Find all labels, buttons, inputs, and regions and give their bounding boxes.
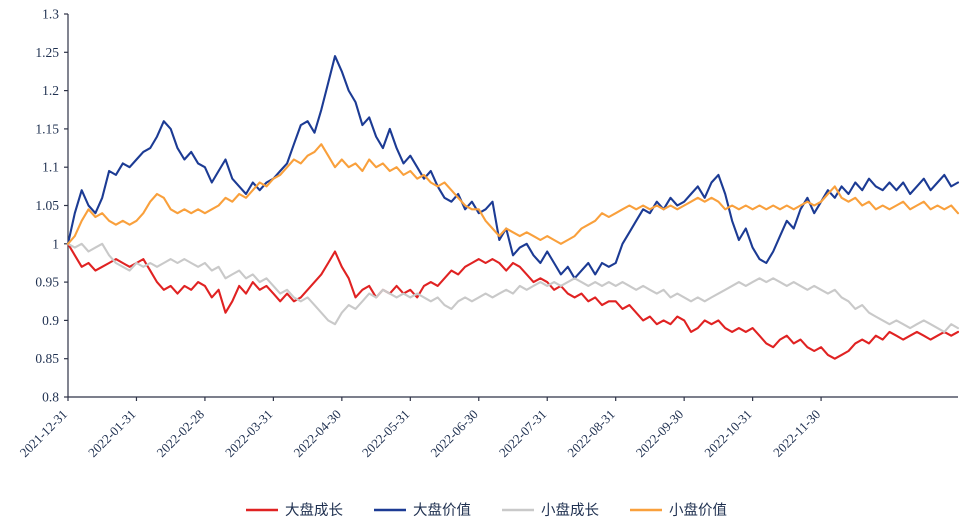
y-tick-label: 1.25 bbox=[35, 45, 59, 60]
y-tick-label: 1.3 bbox=[42, 7, 59, 22]
legend-label-0: 大盘成长 bbox=[285, 503, 343, 519]
chart-legend: 大盘成长 大盘价值 小盘成长 小盘价值 bbox=[0, 499, 972, 520]
legend-item-1: 大盘价值 bbox=[373, 499, 471, 520]
series-line-2 bbox=[66, 242, 960, 333]
x-tick-label: 2022-04-30 bbox=[290, 407, 344, 461]
x-tick-label: 2022-08-31 bbox=[564, 407, 618, 461]
x-tick-label: 2022-05-31 bbox=[359, 407, 413, 461]
x-tick-label: 2022-10-31 bbox=[701, 407, 755, 461]
legend-line-swatch-0 bbox=[246, 508, 278, 511]
x-tick-label: 2022-11-30 bbox=[770, 407, 823, 460]
legend-line-swatch-2 bbox=[502, 508, 534, 511]
y-tick-label: 1.1 bbox=[42, 160, 59, 175]
y-tick-label: 0.8 bbox=[42, 390, 59, 405]
legend-item-2: 小盘成长 bbox=[501, 499, 599, 520]
y-tick-label: 1.2 bbox=[42, 83, 59, 98]
legend-line-swatch-1 bbox=[374, 508, 406, 511]
legend-label-3: 小盘价值 bbox=[669, 503, 727, 519]
legend-label-2: 小盘成长 bbox=[541, 503, 599, 519]
y-tick-label: 1 bbox=[52, 236, 59, 251]
x-tick-label: 2022-07-31 bbox=[496, 407, 550, 461]
x-tick-label: 2022-02-28 bbox=[154, 407, 208, 461]
legend-item-0: 大盘成长 bbox=[245, 499, 343, 520]
legend-line-swatch-3 bbox=[630, 508, 662, 511]
x-tick-label: 2022-03-31 bbox=[222, 407, 276, 461]
y-tick-label: 0.95 bbox=[35, 275, 59, 290]
x-tick-label: 2022-06-30 bbox=[427, 407, 481, 461]
x-tick-label: 2022-01-31 bbox=[85, 407, 139, 461]
line-chart: 0.8 0.85 0.9 0.95 1 1.05 1.1 1.15 1.2 1.25 1.3 2021… bbox=[17, 7, 960, 461]
series-line-1 bbox=[66, 55, 960, 280]
legend-label-1: 大盘价值 bbox=[413, 503, 471, 519]
series-line-0 bbox=[66, 242, 960, 360]
y-tick-label: 1.15 bbox=[35, 121, 59, 136]
x-tick-label: 2021-12-31 bbox=[17, 407, 71, 461]
y-tick-label: 1.05 bbox=[35, 198, 59, 213]
y-tick-label: 0.9 bbox=[42, 313, 59, 328]
legend-item-3: 小盘价值 bbox=[629, 499, 727, 520]
x-tick-label: 2022-09-30 bbox=[633, 407, 687, 461]
y-tick-label: 0.85 bbox=[35, 351, 59, 366]
series-line-3 bbox=[66, 143, 960, 245]
